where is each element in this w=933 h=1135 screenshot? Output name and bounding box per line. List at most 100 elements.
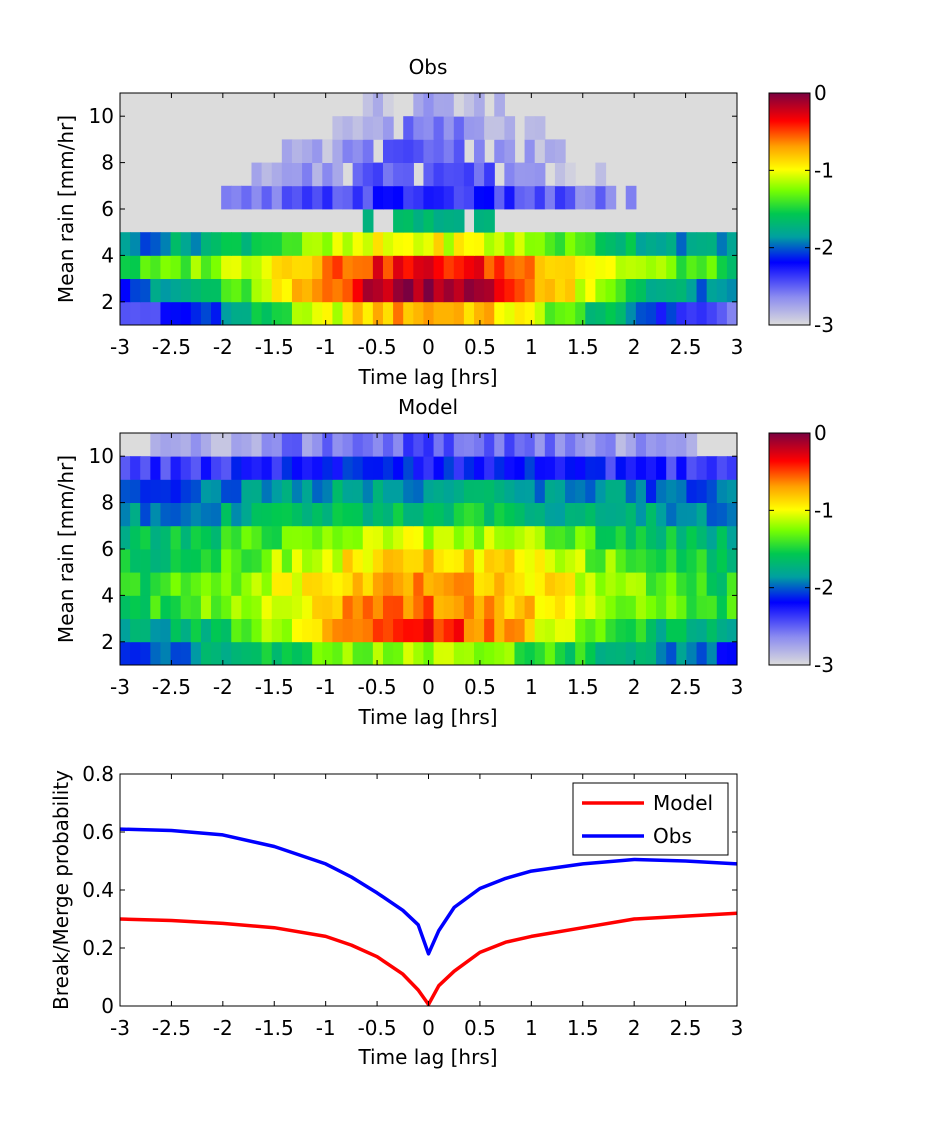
- heatmap-cell: [261, 255, 273, 279]
- heatmap-cell: [170, 641, 182, 666]
- heatmap-cell: [291, 525, 303, 550]
- heatmap-cell: [281, 502, 293, 527]
- x-tick-label: -2.5: [152, 675, 191, 699]
- heatmap-cell: [666, 572, 677, 596]
- heatmap-cell: [291, 185, 303, 210]
- heatmap-cell: [534, 502, 546, 527]
- heatmap-cell: [433, 232, 445, 256]
- series-line-obs: [119, 827, 738, 956]
- heatmap-cell: [352, 232, 364, 256]
- heatmap-cell: [423, 433, 435, 457]
- heatmap-cell: [322, 479, 334, 503]
- heatmap-cell: [443, 278, 455, 303]
- heatmap-cell: [372, 479, 384, 503]
- x-tick-label: 2.5: [670, 675, 702, 699]
- heatmap-cell: [686, 433, 698, 457]
- heatmap-cell: [726, 525, 738, 550]
- heatmap-cell: [382, 433, 394, 457]
- heatmap-cell: [565, 456, 576, 480]
- y-tick-label: 0.6: [82, 820, 114, 844]
- x-tick-label: -2: [213, 1016, 233, 1040]
- heatmap-cell: [170, 433, 182, 457]
- heatmap-cell: [130, 232, 141, 256]
- heatmap-cell: [271, 572, 283, 596]
- heatmap-cell: [656, 502, 667, 527]
- heatmap-cell: [302, 525, 313, 550]
- heatmap-cell: [463, 93, 475, 117]
- heatmap-cell: [130, 278, 141, 303]
- heatmap-cell: [251, 525, 263, 550]
- heatmap-cell: [615, 525, 627, 550]
- heatmap-cell: [463, 572, 475, 596]
- heatmap-cell: [676, 232, 688, 256]
- x-tick-label: -3: [110, 335, 130, 359]
- heatmap-cell: [504, 232, 516, 256]
- heatmap-cell: [514, 549, 526, 573]
- heatmap-cell: [160, 502, 172, 527]
- heatmap-cell: [656, 278, 667, 303]
- heatmap-cell: [332, 116, 344, 140]
- x-tick-label: -2.5: [152, 1016, 191, 1040]
- heatmap-cell: [494, 255, 505, 279]
- heatmap-cell: [393, 255, 404, 279]
- heatmap-cell: [322, 456, 334, 480]
- heatmap-cell: [686, 479, 698, 503]
- heatmap-cell: [130, 301, 141, 326]
- heatmap-cell: [453, 549, 465, 573]
- heatmap-cell: [241, 572, 253, 596]
- heatmap-cell: [656, 433, 667, 457]
- heatmap-cell: [453, 116, 465, 140]
- heatmap-cell: [635, 502, 647, 527]
- heatmap-cell: [302, 618, 313, 643]
- heatmap-cell: [160, 255, 172, 279]
- heatmap-cell: [534, 116, 546, 140]
- heatmap-cell: [271, 301, 283, 326]
- heatmap-cell: [261, 502, 273, 527]
- heatmap-cell: [180, 255, 192, 279]
- heatmap-cell: [524, 116, 536, 140]
- heatmap-cell: [463, 525, 475, 550]
- heatmap-cell: [332, 618, 344, 643]
- heatmap-cell: [403, 433, 414, 457]
- heatmap-cell: [241, 185, 253, 210]
- heatmap-cell: [686, 502, 698, 527]
- heatmap-cell: [534, 301, 546, 326]
- heatmap-cell: [514, 162, 526, 187]
- heatmap-cell: [221, 456, 232, 480]
- heatmap-cell: [312, 301, 323, 326]
- heatmap-cell: [261, 572, 273, 596]
- heatmap-cell: [443, 525, 455, 550]
- heatmap-cell: [474, 93, 485, 117]
- heatmap-cell: [595, 525, 607, 550]
- heatmap-cell: [645, 525, 657, 550]
- x-tick-label: -1.5: [255, 1016, 294, 1040]
- heatmap-cell: [463, 595, 475, 619]
- heatmap-cell: [352, 185, 364, 210]
- heatmap-cell: [211, 595, 222, 619]
- y-tick-label: 0.2: [82, 936, 114, 960]
- obs-x-ticks: -3 -2.5 -2 -1.5 -1 -0.5 0 0.5 1 1.5 2 2.5 3: [110, 93, 743, 359]
- heatmap-cell: [261, 162, 273, 187]
- heatmap-cell: [504, 301, 516, 326]
- heatmap-cell: [372, 162, 384, 187]
- heatmap-cell: [463, 255, 475, 279]
- heatmap-cell: [554, 456, 566, 480]
- heatmap-cell: [514, 456, 526, 480]
- probability-line-panel: -3 -2.5 -2 -1.5 -1 -0.5 0 0.5 1 1.5 2 2.5 3 00.20.40…: [49, 762, 743, 1069]
- heatmap-cell: [554, 479, 566, 503]
- heatmap-cell: [443, 185, 455, 210]
- heatmap-cell: [453, 433, 465, 457]
- heatmap-cell: [312, 456, 323, 480]
- heatmap-cell: [180, 433, 192, 457]
- heatmap-cell: [322, 139, 334, 163]
- heatmap-cell: [494, 549, 505, 573]
- heatmap-cell: [130, 479, 141, 503]
- heatmap-cell: [696, 278, 708, 303]
- x-tick-label: 3: [731, 675, 744, 699]
- heatmap-cell: [463, 116, 475, 140]
- line-y-axis-label: Break/Merge probability: [49, 770, 73, 1010]
- heatmap-cell: [443, 232, 455, 256]
- heatmap-cell: [140, 595, 151, 619]
- heatmap-cell: [645, 433, 657, 457]
- heatmap-cell: [302, 641, 313, 666]
